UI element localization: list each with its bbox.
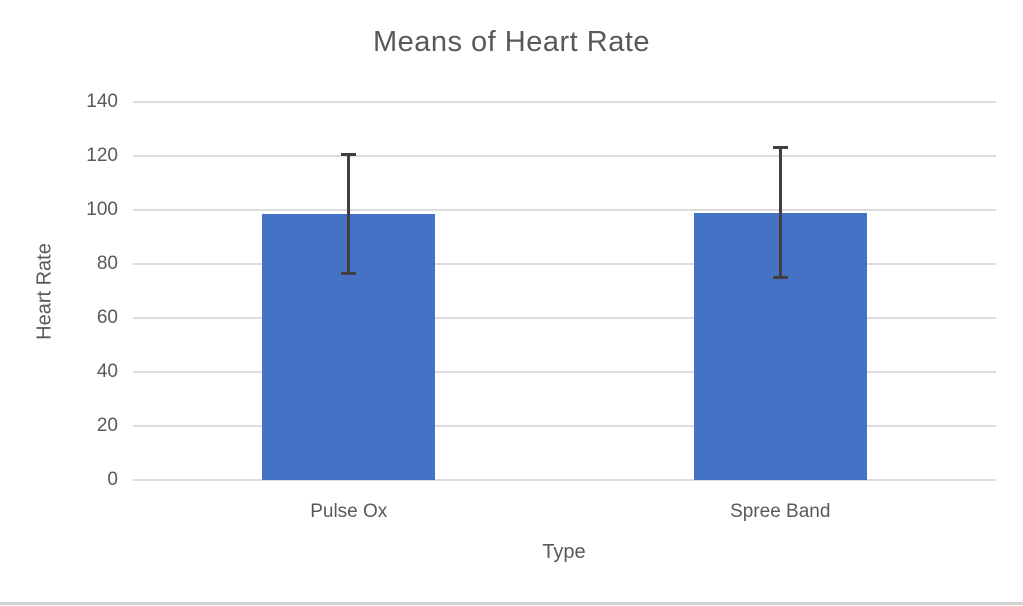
y-tick-label: 20 [96,415,118,436]
error-bar-cap-bottom [341,271,357,275]
error-bar [778,147,782,278]
error-bar-cap-top [772,146,788,150]
plot-area [133,101,996,481]
gridline-y-140 [133,101,996,103]
gridline-y-40 [133,371,996,373]
y-tick-label: 100 [86,199,118,220]
y-tick-label: 60 [96,307,118,328]
y-tick-label: 40 [96,361,118,382]
category-label: Pulse Ox [310,501,388,522]
error-bar-cap-top [341,153,357,157]
y-tick-label: 80 [96,253,118,274]
y-tick-label: 0 [107,469,118,490]
gridline-y-20 [133,425,996,427]
chart-title: Means of Heart Rate [372,26,651,58]
bottom-border-line [0,602,1023,605]
x-axis-title: Type [542,541,586,563]
gridline-y-0 [133,479,996,481]
y-tick-label: 120 [86,145,118,166]
error-bar [347,154,351,274]
gridline-y-120 [133,155,996,157]
category-label: Spree Band [730,501,831,522]
y-tick-label: 140 [86,91,118,112]
gridline-y-100 [133,209,996,211]
gridline-y-60 [133,317,996,319]
error-bar-cap-bottom [772,276,788,279]
gridline-y-80 [133,263,996,265]
